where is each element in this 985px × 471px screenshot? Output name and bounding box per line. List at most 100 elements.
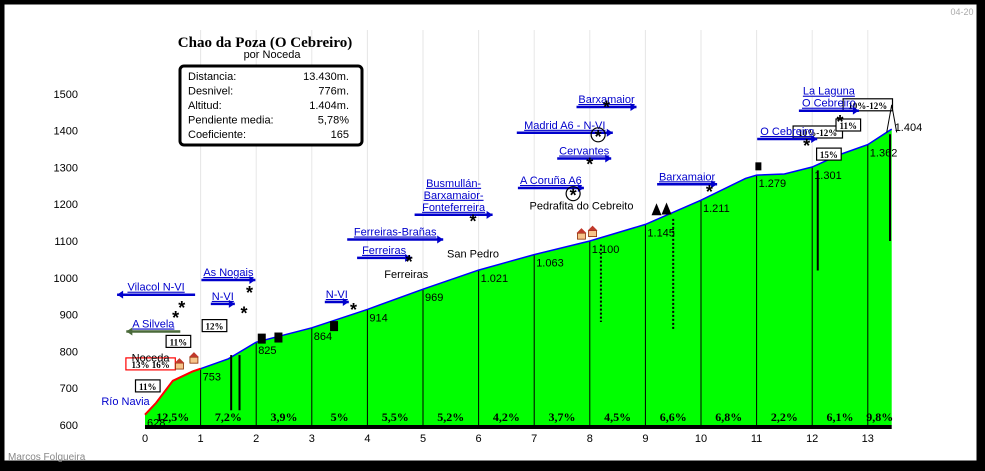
- junction-label: O Cebreiro: [760, 126, 814, 138]
- x-tick-label: 13: [862, 433, 874, 445]
- segment-gradient-label: 7,2%: [215, 410, 242, 424]
- segment-gradient-label: 6,6%: [660, 410, 687, 424]
- elevation-label: 1.404: [895, 122, 923, 134]
- y-tick-label: 800: [60, 346, 78, 358]
- date-stamp: 04-20: [950, 7, 973, 17]
- junction-label: Fonteferreira: [422, 202, 486, 214]
- ramp-text: 12%: [206, 322, 224, 332]
- junction-star: *: [603, 97, 610, 117]
- ramp-box: [134, 379, 161, 393]
- x-tick-label: 5: [420, 433, 426, 445]
- segment-gradient-label: 3,7%: [549, 410, 576, 424]
- segment-gradient-label: 6,1%: [827, 410, 854, 424]
- ramp-box: [815, 147, 842, 161]
- stats-value: 5,78%: [318, 115, 349, 127]
- elevation-label: 1.362: [870, 148, 898, 160]
- antenna-tower-icon: [886, 104, 898, 133]
- x-tick-label: 3: [309, 433, 315, 445]
- tunnel-icon: [257, 333, 266, 344]
- ramp-percentage-boxes: 11%13% 16%12%11%15%10%-12%11%10%-12%: [125, 98, 894, 393]
- junction-star: *: [570, 186, 577, 206]
- x-tick-label: 11: [751, 433, 762, 445]
- marker-posts: [230, 134, 892, 411]
- junction-arrowhead: [711, 180, 718, 189]
- y-tick-label: 1100: [54, 236, 78, 248]
- junction-star: *: [172, 308, 179, 328]
- y-tick-label: 1200: [54, 199, 78, 211]
- junction-label: N-VI: [212, 291, 234, 303]
- junction-label: A Silvela: [132, 319, 175, 331]
- ramp-text: 11%: [840, 121, 858, 131]
- village-icon-roof: [576, 228, 587, 234]
- stats-label: Desnivel:: [188, 86, 233, 98]
- junction-label: Ferreiras-Brañas: [354, 227, 437, 239]
- junction-arrowhead: [437, 235, 444, 244]
- building-icon: [755, 162, 762, 171]
- y-tick-label: 600: [60, 420, 78, 432]
- elevation-label: 969: [425, 292, 443, 304]
- stats-label: Coeficiente:: [188, 129, 246, 141]
- elevation-labels: 628 753 825 864 914 969 1.021 1.063 1.100 1.145 1.…: [147, 122, 922, 430]
- chart-subtitle: por Noceda: [244, 49, 302, 61]
- ramp-text: 13% 16%: [131, 360, 169, 370]
- elevation-label: 1.100: [592, 244, 620, 256]
- junction-star: *: [246, 283, 253, 303]
- stats-box-frame: [178, 64, 364, 147]
- landmark-icons: [174, 104, 898, 370]
- stats-label: Altitud:: [188, 100, 222, 112]
- junction-label: Cervantes: [559, 146, 610, 158]
- stats-rows: Distancia: 13.430m. Desnivel: 776m. Altitud:…: [188, 71, 349, 141]
- elevation-label: 1.063: [536, 258, 564, 270]
- star-circle: [565, 186, 581, 202]
- ramp-box: [842, 98, 894, 112]
- ramp-box: [835, 118, 862, 132]
- junction-label: N-VI: [326, 289, 348, 301]
- elevation-label: 914: [369, 312, 387, 324]
- profile-area: [145, 129, 892, 425]
- elevation-label: 753: [203, 372, 221, 384]
- junction-star: *: [586, 154, 593, 174]
- x-tick-label: 6: [476, 433, 482, 445]
- ramp-text: 11%: [139, 382, 157, 392]
- junction-label: Barxamaior: [659, 171, 716, 183]
- tree-icon: [661, 202, 672, 215]
- stats-label: Pendiente media:: [188, 115, 274, 127]
- place-label: Pedrafita do Cebreito: [530, 201, 634, 213]
- junction-arrowhead: [126, 327, 133, 336]
- junction-label: As Nogais: [203, 267, 254, 279]
- stats-value: 1.404m.: [309, 100, 349, 112]
- junction-star: *: [178, 298, 185, 318]
- elevation-label: 1.021: [481, 273, 509, 285]
- house-icon: [189, 356, 199, 364]
- km-separator-lines: [200, 144, 869, 425]
- steep-section-line: [144, 367, 201, 416]
- chart-title: Chao da Poza (O Cebreiro): [178, 35, 352, 51]
- junction-star: *: [350, 300, 357, 320]
- junction-label: Barxamaior-: [424, 190, 484, 202]
- junction-star-markers: **** **********: [172, 97, 843, 328]
- y-tick-label: 1300: [54, 162, 78, 174]
- y-tick-label: 700: [60, 383, 78, 395]
- author-credit: Marcos Folgueira: [8, 452, 86, 463]
- x-tick-label: 4: [364, 433, 370, 445]
- segment-gradient-label: 4,5%: [604, 410, 631, 424]
- elevation-label: 1.145: [647, 227, 675, 239]
- elevation-label: 1.301: [814, 170, 842, 182]
- x-tick-label: 7: [531, 433, 537, 445]
- junction-label: La Laguna: [803, 86, 856, 98]
- village-icon: [577, 232, 586, 240]
- elevation-label: 1.211: [703, 203, 730, 215]
- house-icon-roof: [174, 358, 185, 364]
- segment-gradient-label: 5,2%: [437, 410, 464, 424]
- x-tick-label: 12: [806, 433, 818, 445]
- junction-arrowhead: [342, 298, 349, 307]
- elevation-label: 1.279: [759, 178, 787, 190]
- junction-label: Busmullán-: [426, 178, 481, 190]
- place-label: Río Navia: [101, 396, 150, 408]
- elevation-label: 825: [258, 345, 276, 357]
- ramp-box: [165, 334, 192, 348]
- elevation-label: 864: [314, 331, 332, 343]
- junction-star: *: [470, 211, 477, 231]
- y-tick-label: 1400: [54, 126, 78, 138]
- road-junction-labels: Vilacol N-VI A Silvela As Nogais N-VI N-VI Fe…: [117, 86, 859, 336]
